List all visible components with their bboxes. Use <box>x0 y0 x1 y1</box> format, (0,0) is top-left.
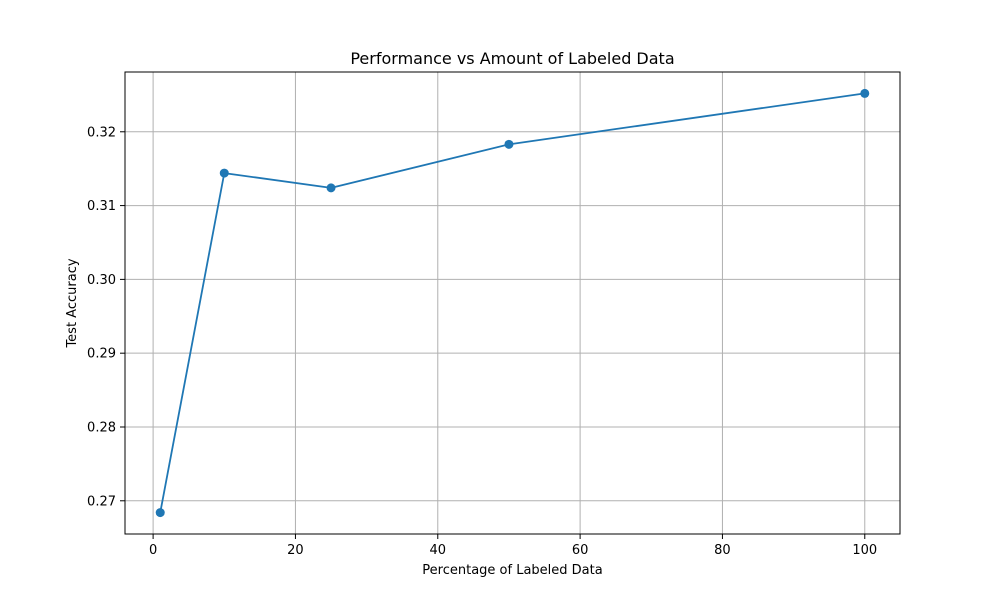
x-tick-label: 20 <box>287 543 304 558</box>
axes-layer <box>125 72 900 534</box>
plot-frame <box>125 72 900 534</box>
x-tick-label: 60 <box>572 543 589 558</box>
x-tick-label: 100 <box>852 543 877 558</box>
data-point <box>504 140 513 149</box>
y-tick-label: 0.29 <box>87 347 116 362</box>
x-tick-label: 0 <box>149 543 157 558</box>
ticks-layer: 0 20 40 60 80 100 0.27 0.28 0.29 0.30 0.31 0.32 <box>87 125 877 558</box>
data-point <box>220 169 229 178</box>
y-tick-label: 0.31 <box>87 199 116 214</box>
chart-title: Performance vs Amount of Labeled Data <box>350 49 674 68</box>
x-tick-label: 80 <box>714 543 731 558</box>
data-point <box>156 508 165 517</box>
series-line <box>160 93 865 512</box>
y-tick-label: 0.30 <box>87 273 116 288</box>
x-tick-label: 40 <box>430 543 447 558</box>
y-axis-label: Test Accuracy <box>65 258 80 348</box>
y-tick-label: 0.27 <box>87 494 116 509</box>
y-tick-label: 0.28 <box>87 420 116 435</box>
data-point <box>327 183 336 192</box>
grid-layer <box>125 72 900 534</box>
series-layer <box>156 89 870 517</box>
x-axis-label: Percentage of Labeled Data <box>422 563 602 578</box>
y-tick-label: 0.32 <box>87 125 116 140</box>
data-point <box>860 89 869 98</box>
